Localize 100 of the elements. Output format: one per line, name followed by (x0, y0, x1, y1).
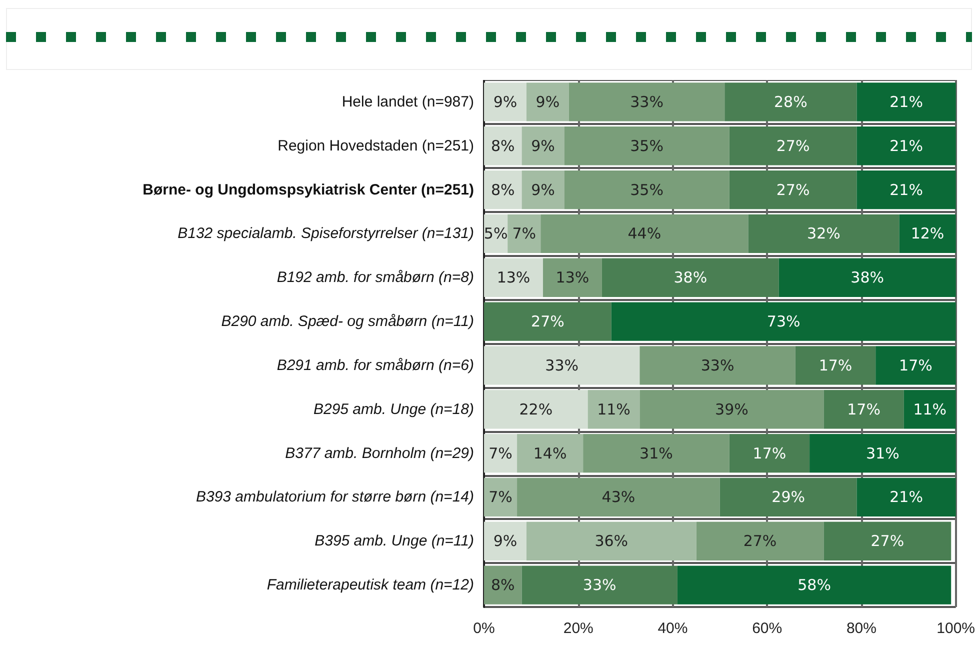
bar (588, 390, 640, 429)
y-tick-label: Hele landet (n=987) (342, 93, 474, 110)
data-label: 27% (531, 312, 564, 331)
data-label: 27% (776, 180, 810, 199)
bar (899, 214, 956, 254)
bar (540, 214, 748, 254)
data-label: 33% (630, 92, 664, 111)
data-label: 9% (493, 92, 518, 111)
bar (484, 302, 612, 341)
data-label: 33% (545, 356, 579, 374)
bar (611, 302, 956, 341)
bar (484, 478, 518, 517)
data-label: 13% (556, 268, 590, 287)
data-label: 8% (490, 576, 515, 594)
data-label: 17% (752, 444, 786, 462)
data-label: 9% (531, 180, 555, 199)
bar (484, 126, 522, 166)
data-label: 31% (640, 444, 673, 462)
bar (904, 390, 956, 429)
data-label: 8% (490, 136, 515, 155)
bar (748, 214, 900, 254)
data-label: 9% (531, 136, 555, 155)
bar (810, 434, 956, 473)
bar (522, 126, 564, 166)
data-label: 5% (484, 224, 508, 243)
data-label: 7% (488, 488, 512, 506)
data-label: 38% (674, 268, 708, 287)
bar (602, 258, 779, 297)
bar (729, 434, 810, 473)
bar (856, 478, 956, 517)
y-tick-label: B377 amb. Bornholm (n=29) (285, 444, 474, 462)
bar (484, 566, 522, 604)
data-label: 33% (700, 356, 734, 374)
x-tick-label: 20% (563, 620, 594, 637)
data-label: 17% (899, 356, 932, 374)
bar (568, 82, 725, 122)
data-label: 14% (533, 444, 567, 462)
data-label: 35% (630, 136, 664, 155)
bar (484, 522, 526, 560)
bar (484, 170, 522, 210)
data-label: 28% (774, 92, 808, 111)
bar (542, 258, 602, 297)
bar (526, 82, 569, 122)
data-label: 32% (807, 224, 840, 243)
y-tick-label: Region Hovedstaden (n=251) (278, 137, 474, 154)
x-tick-label: 80% (846, 620, 876, 637)
bar (778, 258, 956, 297)
x-tick-label: 60% (752, 620, 782, 637)
bar (484, 390, 588, 429)
bar (517, 434, 584, 473)
y-tick-label: B393 ambulatorium for større børn (n=14) (196, 488, 474, 506)
bar (696, 522, 824, 560)
bar (856, 82, 956, 122)
bar (729, 170, 857, 210)
bar (677, 566, 952, 604)
y-tick-label: Familieterapeutisk team (n=12) (266, 576, 474, 594)
bar (484, 434, 518, 473)
y-tick-label: B290 amb. Spæd- og småbørn (n=11) (221, 313, 474, 330)
data-label: 31% (866, 444, 900, 462)
data-label: 27% (870, 532, 904, 550)
data-label: 27% (776, 136, 810, 155)
bar (484, 82, 526, 122)
data-label: 8% (490, 180, 515, 199)
y-tick-label: B395 amb. Unge (n=11) (314, 532, 474, 550)
bar (856, 126, 956, 166)
bar (824, 390, 904, 429)
bar (564, 126, 730, 166)
x-tick-label: 100% (936, 620, 976, 637)
y-tick-label: B291 amb. for småbørn (n=6) (276, 356, 474, 374)
data-label: 9% (536, 92, 560, 111)
data-label: 29% (772, 488, 805, 506)
x-tick-label: 0% (473, 620, 495, 637)
data-label: 27% (743, 532, 777, 550)
data-label: 17% (818, 356, 852, 374)
data-label: 9% (493, 532, 518, 550)
bar (720, 478, 857, 517)
data-label: 44% (628, 224, 662, 243)
y-tick-label: B192 amb. for småbørn (n=8) (276, 269, 474, 286)
data-label: 17% (847, 400, 880, 418)
data-label: 36% (594, 532, 628, 550)
data-label: 21% (890, 180, 923, 199)
data-label: 22% (519, 400, 553, 418)
data-label: 11% (913, 400, 947, 418)
bar (729, 126, 857, 166)
bar (526, 522, 696, 560)
y-tick-label: B132 specialamb. Spiseforstyrrelser (n=131) (178, 225, 474, 242)
bar (484, 258, 543, 297)
bar (508, 214, 541, 254)
bar (522, 566, 678, 604)
bar (484, 346, 640, 385)
bar (824, 522, 952, 560)
bar (724, 82, 857, 122)
data-label: 21% (890, 136, 923, 155)
data-label: 73% (766, 312, 800, 331)
data-label: 38% (850, 268, 884, 287)
data-label: 11% (597, 400, 630, 418)
bar (564, 170, 730, 210)
data-label: 21% (890, 92, 923, 111)
data-label: 43% (602, 488, 636, 506)
x-tick-label: 40% (658, 620, 688, 637)
